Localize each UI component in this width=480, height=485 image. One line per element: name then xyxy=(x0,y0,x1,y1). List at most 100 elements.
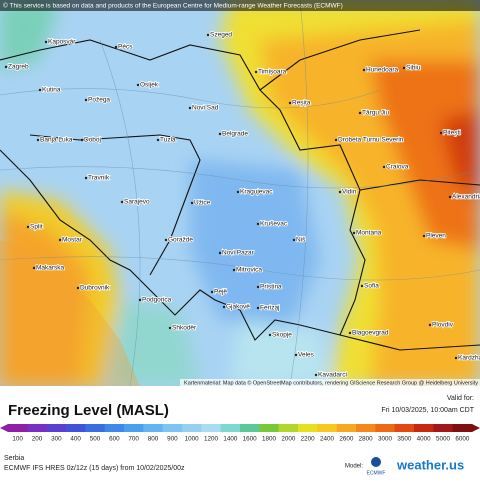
city-dot xyxy=(254,70,258,74)
scale-segment xyxy=(394,424,415,432)
scale-segment xyxy=(356,424,376,432)
city-dot xyxy=(32,266,36,270)
city-dot xyxy=(422,234,426,238)
city-label: Požega xyxy=(88,97,110,104)
scale-label: 2400 xyxy=(320,436,335,443)
city-label: Dubrovnik xyxy=(80,285,110,292)
city-label: Pejë xyxy=(214,289,227,296)
city-label: Split xyxy=(30,224,43,231)
city-dot xyxy=(26,225,30,229)
city-dot xyxy=(80,138,84,142)
scale-label: 700 xyxy=(128,436,139,443)
city-label: Tuzla xyxy=(160,137,176,144)
scale-arrow xyxy=(0,424,8,432)
city-dot xyxy=(156,138,160,142)
ecmwf-logo xyxy=(371,457,381,467)
city-label: Hunedoara xyxy=(366,67,399,74)
city-label: Târgu Jiu xyxy=(362,110,389,117)
city-label: Shkodër xyxy=(172,325,197,332)
scale-label: 900 xyxy=(167,436,178,443)
city-label: Goražde xyxy=(168,237,193,244)
city-dot xyxy=(38,88,42,92)
city-dot xyxy=(428,323,432,327)
city-label: Veles xyxy=(298,352,315,359)
scale-segment xyxy=(259,424,280,432)
city-label: Osijek xyxy=(140,82,159,89)
city-dot xyxy=(232,268,236,272)
city-label: Drobeta Turnu Severin xyxy=(338,137,404,144)
city-label: Kaposvár xyxy=(48,39,76,46)
model-label: Model: xyxy=(345,464,363,470)
scale-segment xyxy=(298,424,318,432)
city-dot xyxy=(294,353,298,357)
scale-segment xyxy=(104,424,125,432)
city-label: Kardzhali xyxy=(458,355,480,362)
map-credit: Kartenmaterial: Map data © OpenStreetMap… xyxy=(184,379,478,386)
city-label: Ferizaj xyxy=(260,305,280,312)
scale-segment xyxy=(124,424,144,432)
attribution: © This service is based on data and prod… xyxy=(3,2,343,10)
city-dot xyxy=(190,201,194,205)
region: Serbia xyxy=(4,455,24,462)
city-label: Mostar xyxy=(62,237,83,244)
scale-segment xyxy=(336,424,357,432)
model-run: ECMWF IFS HRES 0z/12z (15 days) from 10/… xyxy=(4,465,185,472)
city-label: Pitești xyxy=(443,130,461,137)
model-name: ECMWF xyxy=(367,470,386,476)
city-dot xyxy=(334,138,338,142)
scale-segment xyxy=(85,424,106,432)
city-label: Sibiu xyxy=(406,65,421,72)
scale-label: 600 xyxy=(109,436,120,443)
scale-label: 2800 xyxy=(359,436,374,443)
scale-label: 3500 xyxy=(397,436,412,443)
borders xyxy=(0,29,480,351)
scale-label: 6000 xyxy=(455,436,470,443)
city-dot xyxy=(236,190,240,194)
city-dot xyxy=(218,132,222,136)
city-label: Novi Sad xyxy=(192,105,219,112)
city-dot xyxy=(168,326,172,330)
city-dot xyxy=(292,238,296,242)
city-dot xyxy=(268,333,272,337)
scale-segment xyxy=(375,424,396,432)
scale-label: 2200 xyxy=(301,436,316,443)
city-dot xyxy=(44,40,48,44)
city-dot xyxy=(288,101,292,105)
scale-segment xyxy=(66,424,86,432)
city-label: Montana xyxy=(356,230,382,237)
city-label: Vidin xyxy=(342,189,357,196)
scale-segment xyxy=(220,424,241,432)
city-label: Mitrovica xyxy=(236,267,262,274)
scale-segment xyxy=(240,424,260,432)
city-label: Zagreb xyxy=(8,64,29,71)
scale-segment xyxy=(452,424,473,432)
attribution-bg xyxy=(0,0,480,11)
scale-segment xyxy=(182,424,202,432)
city-label: Doboj xyxy=(84,137,101,144)
city-label: Travnik xyxy=(88,175,110,182)
city-labels: Kaposvár Pécs Szeged Zagreb Osijek Kutina Pože… xyxy=(4,31,480,380)
scale-arrow xyxy=(472,424,480,432)
city-dot xyxy=(382,165,386,169)
scale-segment xyxy=(433,424,454,432)
scale-label: 800 xyxy=(148,436,159,443)
scale-segment xyxy=(162,424,183,432)
valid-label: Valid for: xyxy=(447,395,474,402)
color-scale: 100 200 300 400 500 600 700 800 900 1000 1200 1400 1… xyxy=(0,424,480,443)
city-label: Timișoara xyxy=(258,69,287,76)
city-label: Szeged xyxy=(210,32,232,39)
city-dot xyxy=(136,83,140,87)
map xyxy=(0,0,480,386)
scale-segment xyxy=(143,424,164,432)
scale-segment xyxy=(8,424,28,432)
legend-title: Freezing Level (MASL) xyxy=(8,402,169,419)
city-label: Makarska xyxy=(36,265,65,272)
city-dot xyxy=(362,68,366,72)
city-label: Niš xyxy=(296,237,306,244)
city-dot xyxy=(58,238,62,242)
city-dot xyxy=(120,200,124,204)
scale-segment xyxy=(317,424,338,432)
city-dot xyxy=(360,284,364,288)
city-label: Kavadarci xyxy=(318,372,347,379)
